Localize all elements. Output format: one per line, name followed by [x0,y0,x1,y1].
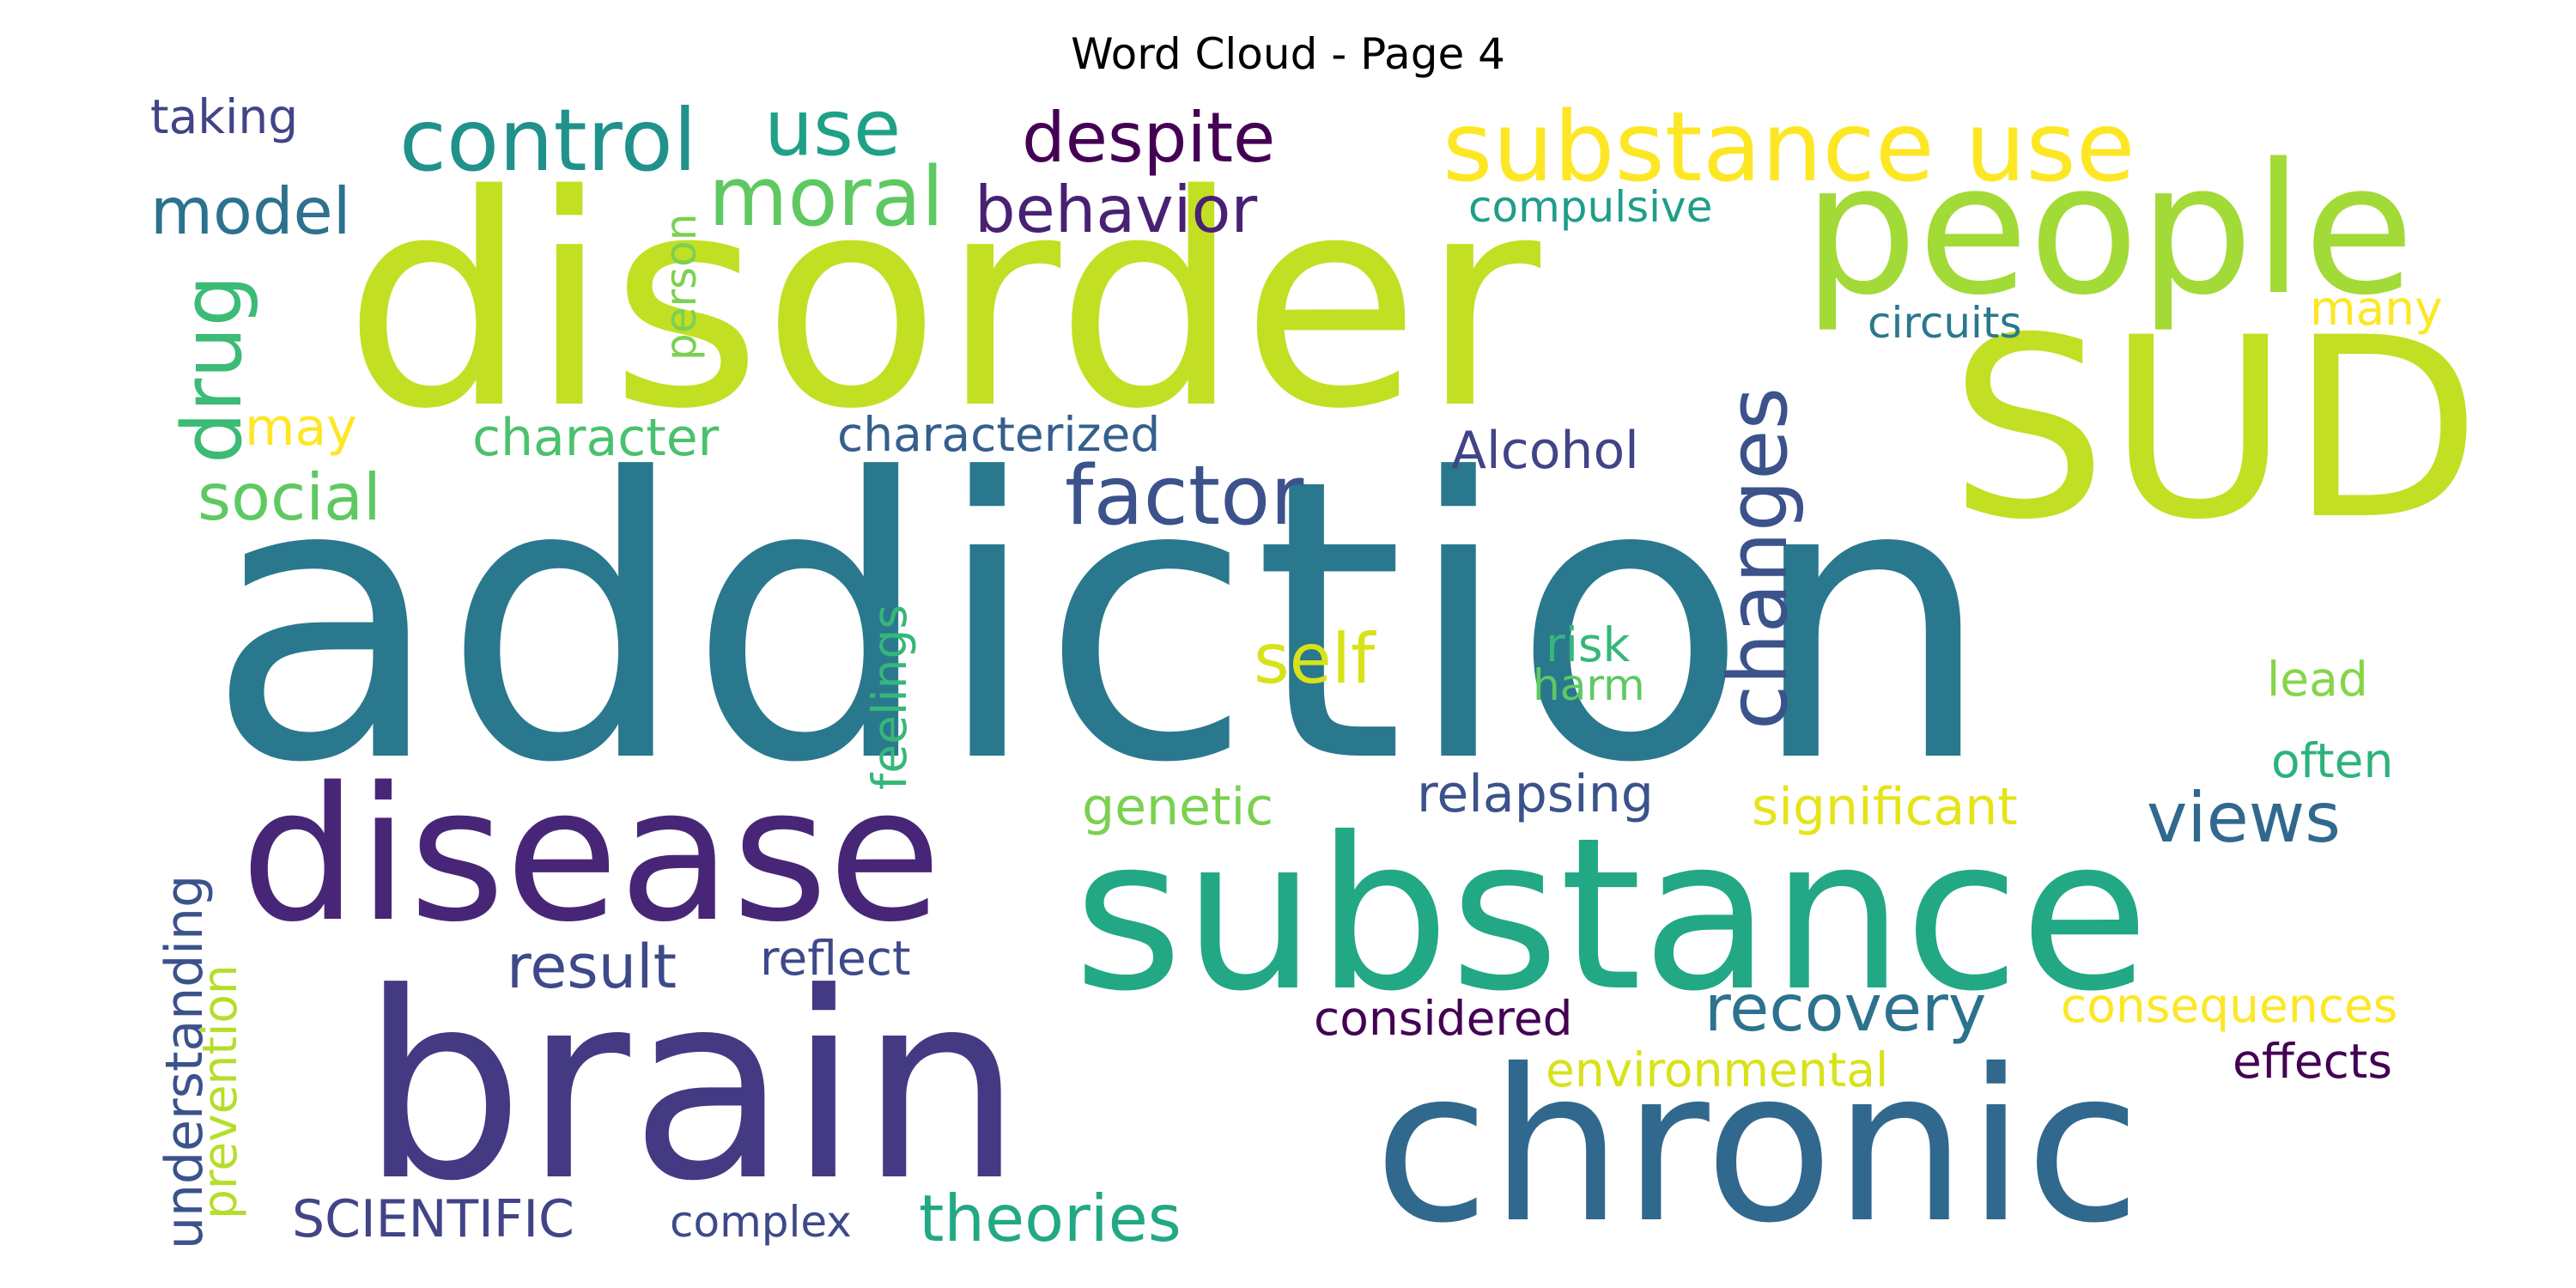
word-alcohol: Alcohol [1451,421,1639,481]
word-factor: factor [1065,449,1304,544]
word-substance: substance [1073,793,2149,1037]
word-self: self [1254,619,1376,699]
word-brain: brain [361,938,1023,1237]
word-use: use [764,83,901,173]
word-often: often [2271,733,2393,788]
word-person: person [656,214,706,361]
word-result: result [507,932,677,1002]
word-despite: despite [1022,98,1275,178]
word-moral: moral [708,150,944,245]
word-reflect: reflect [760,931,911,986]
word-prevention: prevention [192,964,247,1219]
word-addiction: addiction [206,398,1993,848]
word-many: many [2310,281,2443,336]
word-changes: changes [1711,387,1806,730]
word-social: social [197,459,381,535]
word-scientific: SCIENTIFIC [292,1189,574,1249]
word-consequences: consequences [2061,978,2397,1033]
word-genetic: genetic [1082,777,1273,837]
page-title: Word Cloud - Page 4 [1071,29,1505,79]
word-model: model [150,173,351,249]
word-complex: complex [670,1197,852,1247]
word-harm: harm [1533,660,1645,710]
word-disease: disease [240,747,942,963]
word-characterized: characterized [837,407,1160,462]
word-character: character [472,408,720,468]
word-substance-use: substance use [1443,92,2136,204]
word-theories: theories [919,1181,1182,1256]
word-behavior: behavior [975,172,1257,247]
word-effects: effects [2233,1034,2392,1089]
word-lead: lead [2267,652,2368,707]
word-environmental: environmental [1546,1042,1888,1097]
word-significant: significant [1752,777,2018,837]
word-drug: drug [166,275,260,464]
word-feelings: feelings [862,605,917,790]
word-risk: risk [1546,617,1631,672]
word-control: control [399,90,697,191]
word-considered: considered [1314,991,1573,1046]
word-chronic: chronic [1374,1024,2141,1269]
word-disorder: disorder [343,133,1544,473]
word-may: may [245,398,357,458]
word-recovery: recovery [1704,970,1986,1046]
word-views: views [2147,778,2341,858]
word-relapsing: relapsing [1417,764,1654,824]
word-sud: SUD [1949,285,2482,574]
word-understanding: understanding [155,875,215,1249]
word-compulsive: compulsive [1468,182,1712,232]
word-circuits: circuits [1868,298,2022,348]
word-people: people [1803,125,2415,335]
word-taking: taking [150,89,298,144]
